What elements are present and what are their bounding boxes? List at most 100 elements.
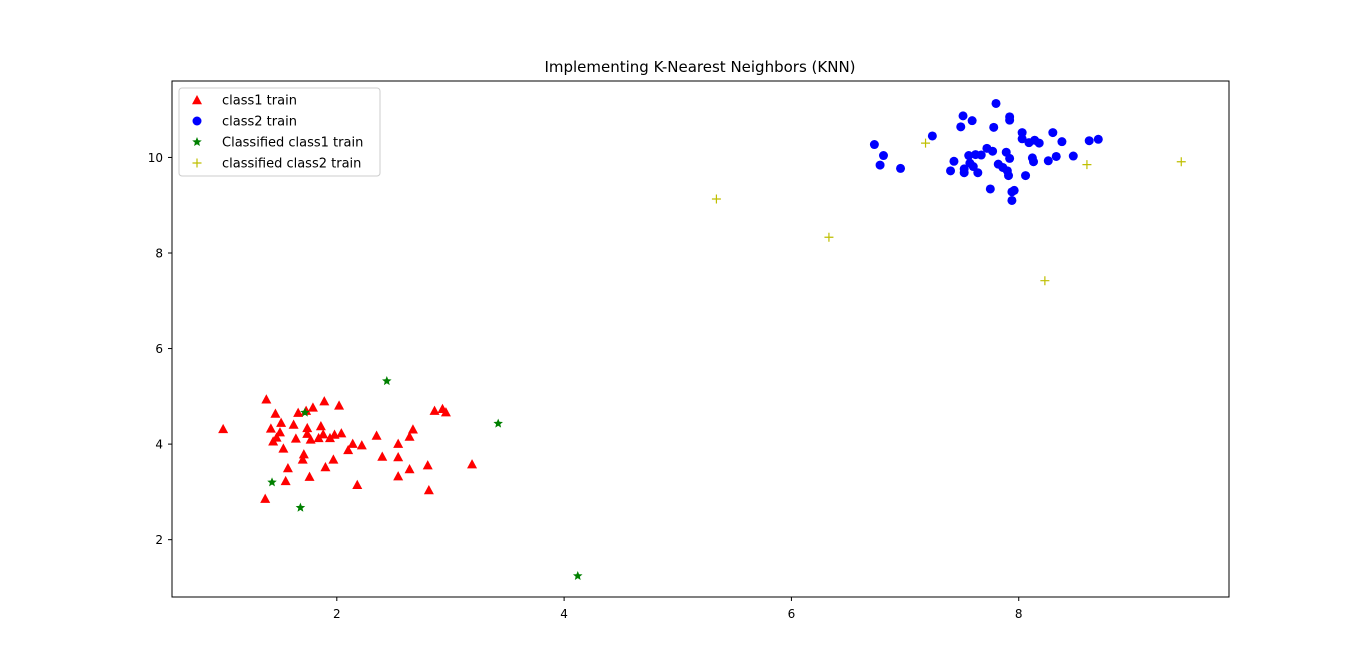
data-point: [1040, 276, 1050, 286]
data-point: [336, 428, 347, 438]
legend-item: classified class2 train: [192, 157, 361, 172]
data-point: [875, 160, 885, 170]
data-point: [382, 376, 392, 386]
data-point: [878, 151, 888, 161]
data-point: [967, 116, 977, 126]
data-point: [404, 431, 415, 441]
legend-label: class1 train: [222, 94, 297, 109]
data-point: [1009, 185, 1019, 195]
data-point: [298, 449, 309, 459]
data-point: [276, 417, 287, 427]
data-point: [304, 471, 315, 481]
data-point: [493, 418, 503, 428]
x-tick-label: 8: [1015, 607, 1023, 621]
data-point: [282, 463, 293, 473]
legend-box: [178, 87, 381, 177]
data-point: [393, 452, 404, 462]
data-point: [927, 131, 937, 141]
data-point: [958, 111, 968, 121]
data-point: [959, 168, 969, 178]
y-tick-label: 10: [148, 151, 163, 165]
data-point: [921, 138, 931, 148]
data-point: [271, 432, 282, 442]
chart-title: Implementing K-Nearest Neighbors (KNN): [544, 58, 855, 76]
legend-marker: [192, 158, 202, 168]
data-point: [347, 438, 358, 448]
data-point: [320, 462, 331, 472]
legend-label: class2 train: [222, 115, 297, 130]
data-point: [991, 98, 1001, 108]
data-point: [1084, 136, 1094, 146]
data-point: [352, 479, 363, 489]
data-point: [1034, 138, 1044, 148]
data-point: [267, 477, 277, 487]
plot-area-frame: [171, 80, 1230, 598]
data-point: [404, 463, 415, 474]
series-1: [218, 394, 478, 503]
data-point: [1048, 128, 1058, 138]
data-point: [260, 493, 271, 503]
data-point: [393, 438, 404, 448]
x-axis: 2 4 6 8: [333, 597, 1023, 621]
data-point: [824, 232, 834, 242]
data-point: [315, 420, 326, 431]
data-point: [307, 402, 318, 412]
legend-label: classified class2 train: [222, 157, 361, 172]
y-tick-label: 2: [155, 533, 163, 547]
data-point: [302, 422, 313, 433]
data-point: [423, 484, 434, 495]
data-point: [300, 407, 310, 417]
x-tick-label: 4: [560, 607, 568, 621]
series-2: [869, 98, 1103, 205]
data-point: [1021, 171, 1031, 181]
data-point: [1082, 160, 1092, 170]
data-point: [1017, 128, 1027, 138]
y-tick-label: 8: [155, 247, 163, 261]
data-point: [896, 163, 906, 173]
data-point: [407, 424, 418, 434]
legend-marker: [192, 116, 202, 126]
data-point: [328, 454, 339, 464]
legend-item: class1 train: [192, 94, 297, 109]
data-point: [261, 394, 272, 404]
legend-marker: [192, 137, 202, 147]
data-point: [1005, 153, 1015, 163]
data-point: [295, 502, 306, 512]
data-point: [1051, 151, 1061, 161]
data-point: [467, 459, 478, 469]
data-point: [293, 407, 304, 417]
data-point: [1004, 171, 1014, 181]
data-point: [946, 166, 956, 176]
data-point: [377, 451, 388, 461]
data-point: [1029, 157, 1039, 167]
data-point: [1093, 134, 1103, 144]
y-axis: 2 4 6 8 10: [148, 151, 172, 547]
data-point: [334, 400, 345, 410]
legend: class1 train class2 train Classified class…: [178, 87, 381, 177]
data-point: [302, 428, 313, 438]
data-point: [573, 570, 583, 581]
data-point: [1007, 195, 1017, 205]
series-3: [267, 376, 583, 581]
data-point: [274, 427, 285, 437]
x-tick-label: 2: [333, 607, 341, 621]
data-point: [956, 122, 966, 132]
data-point: [964, 151, 974, 161]
data-point: [973, 168, 983, 178]
data-point: [1043, 156, 1053, 166]
x-tick-label: 6: [788, 607, 796, 621]
data-point: [429, 405, 440, 415]
series-4: [711, 138, 1186, 286]
data-point: [989, 122, 999, 132]
data-point: [319, 396, 330, 406]
legend-item: Classified class1 train: [192, 136, 363, 151]
data-point: [976, 150, 986, 160]
data-point: [218, 423, 229, 434]
data-point: [949, 156, 959, 166]
data-point: [278, 443, 289, 453]
data-point: [343, 444, 354, 455]
data-point: [270, 408, 281, 418]
data-point: [869, 140, 879, 150]
data-point: [422, 460, 433, 470]
